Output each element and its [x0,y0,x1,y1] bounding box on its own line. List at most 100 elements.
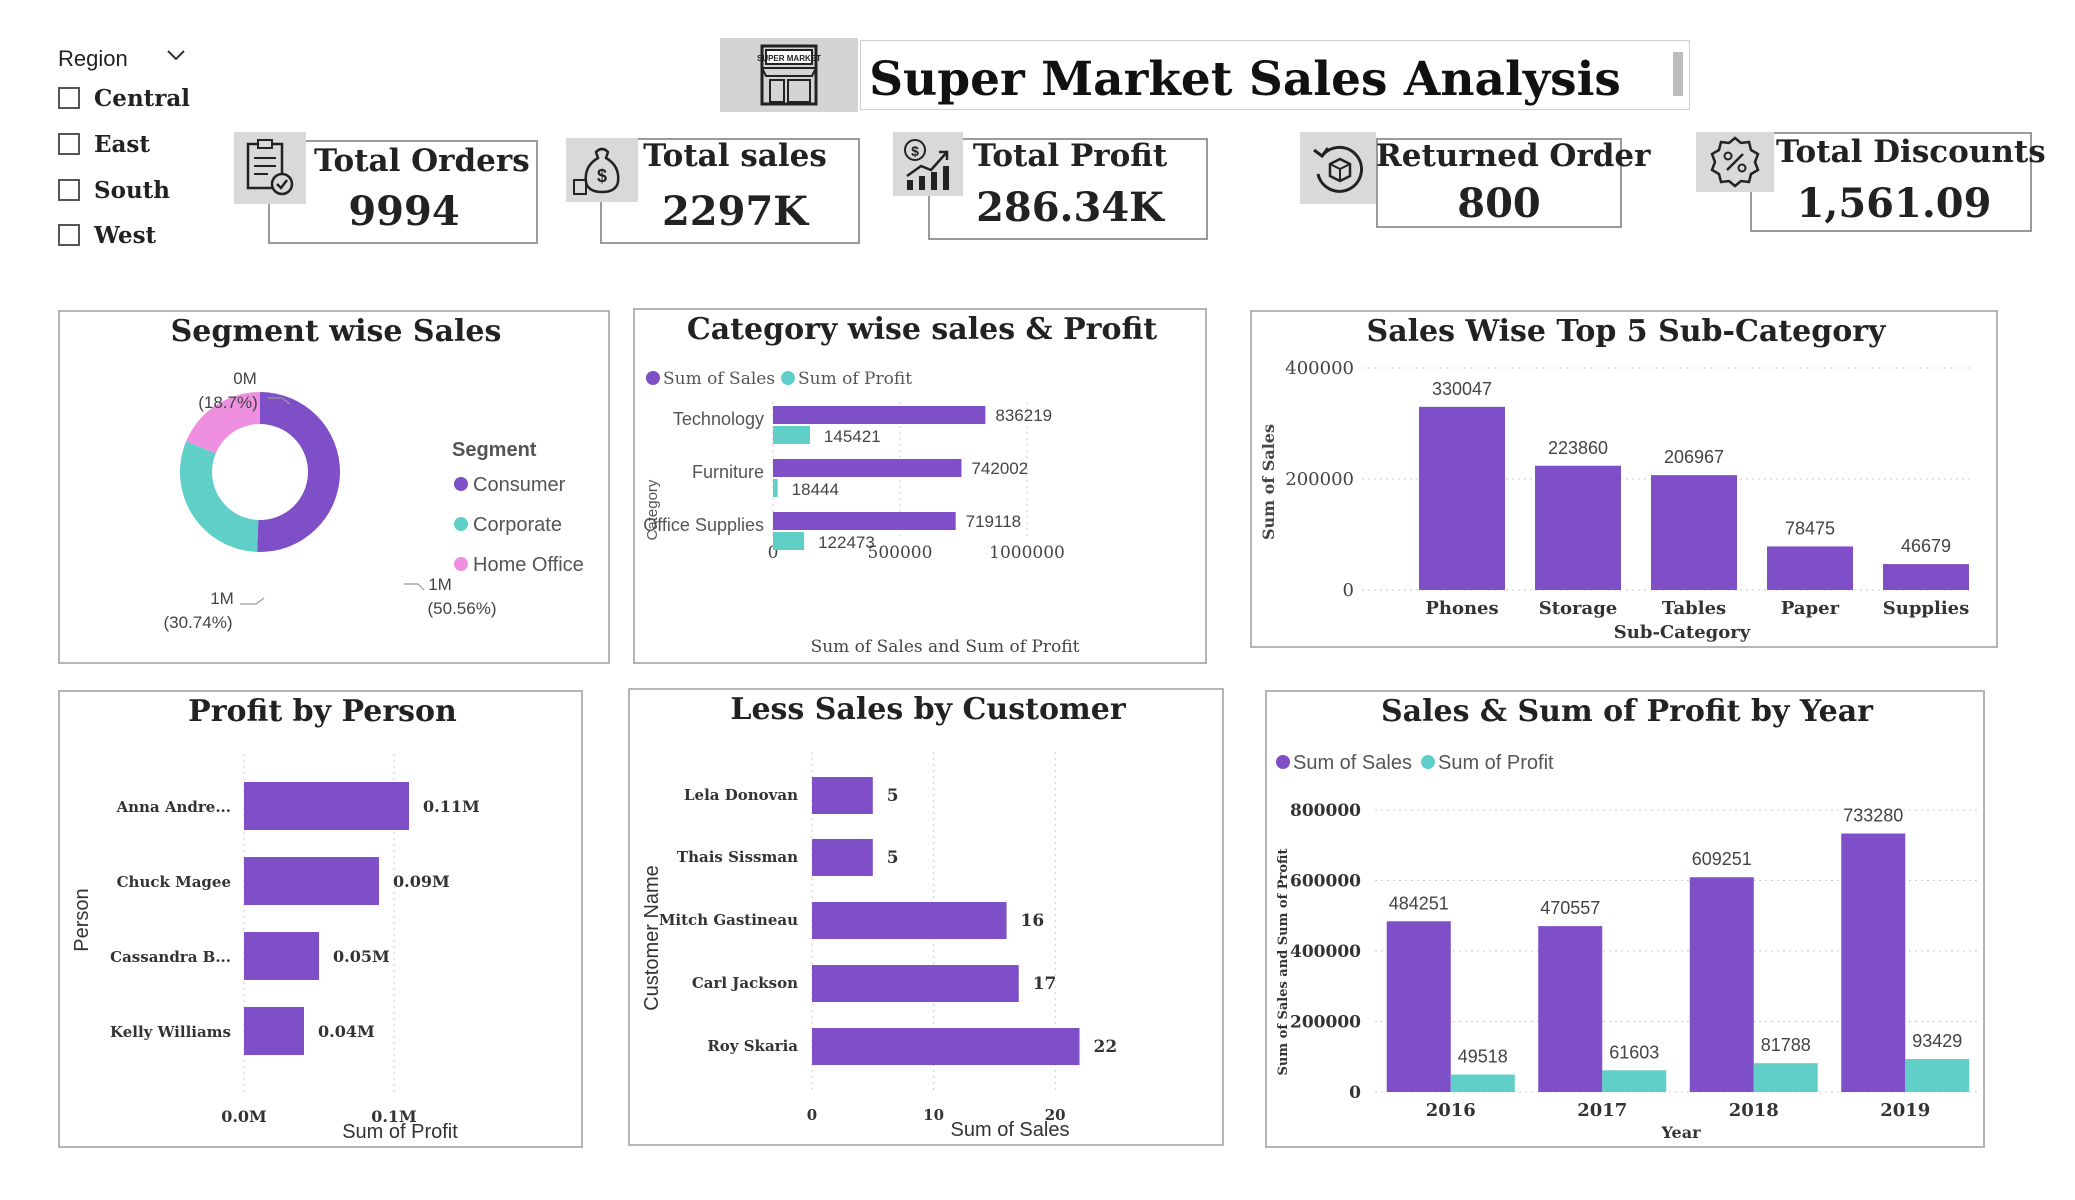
legend-marker [646,371,660,385]
svg-text:$: $ [911,143,919,159]
data-label: 0.05M [333,947,390,966]
kpi-card-total-profit [928,138,1208,240]
legend-item: Sum of Profit [1438,752,1554,774]
profit-bar [244,857,379,905]
category-label: Kelly Williams [110,1023,231,1041]
kpi-label: Returned Order [1376,138,1651,174]
data-label: 609251 [1692,849,1752,869]
data-label: 0.11M [423,797,480,816]
chart-title: Profit by Person [188,694,457,729]
slice-pct-label: (30.74%) [164,613,233,632]
slicer-item-east[interactable]: East [58,129,150,159]
money-bag-icon: $ [566,138,638,202]
segment-donut-chart: 0M (18.7%) 1M (50.56%) 1M (30.74%) Segme… [164,369,584,632]
data-label: 0.09M [393,872,450,891]
y-axis-label: Sum of Sales and Sum of Profit [1276,849,1291,1076]
return-box-icon [1300,132,1376,204]
less-sales-customer-chart: Customer Name Sum of Sales 0 10 20 Lela Don… [641,752,1118,1141]
donut-slices [180,392,340,552]
tick-label: 0 [807,1106,817,1124]
chart-title: Category wise sales & Profit [686,312,1158,347]
legend-marker [454,477,468,491]
sales-bar [1535,465,1621,590]
legend-marker [454,557,468,571]
tick-label: 0 [768,543,779,563]
sales-bar [812,839,873,876]
tick-label: 10 [923,1106,944,1124]
data-label: 836219 [995,406,1052,425]
profit-bar [1753,1063,1818,1092]
x-axis-label: Year [1660,1123,1701,1142]
tick-label: 500000 [868,543,933,563]
data-label: 206967 [1664,447,1724,467]
category-label: Supplies [1883,598,1970,619]
data-label: 17 [1033,974,1057,994]
category-label: 2018 [1729,1100,1779,1121]
checkbox[interactable] [58,133,80,155]
donut-slice [180,441,259,552]
category-label: Chuck Magee [117,873,231,891]
tick-label: 20 [1045,1106,1066,1124]
category-label: Cassandra B... [110,948,231,966]
sales-profit-year-panel: Sales & Sum of Profit by Year Sum of Sal… [1265,690,1985,1148]
x-axis-label: Sub-Category [1614,622,1751,643]
page-title: Super Market Sales Analysis [869,52,1621,107]
sales-bar [1538,926,1603,1092]
legend-marker [454,517,468,531]
data-label: 22 [1094,1037,1118,1057]
slicer-item-west[interactable]: West [58,220,156,250]
data-label: 719118 [966,512,1021,531]
leader-line [240,597,265,605]
data-label: 484251 [1389,893,1449,913]
legend-item: Sum of Sales [663,369,775,389]
kpi-card-total-orders [268,140,538,244]
svg-text:$: $ [597,166,607,186]
data-label: 49518 [1458,1047,1508,1067]
slicer-item-central[interactable]: Central [58,83,190,113]
tick-label: 800000 [1290,801,1361,821]
checkbox[interactable] [58,87,80,109]
chart-title: Sales Wise Top 5 Sub-Category [1366,314,1886,349]
kpi-card-total-sales [600,138,860,244]
category-label: Storage [1539,598,1618,619]
tick-label: 600000 [1290,872,1361,892]
sales-bar [1386,921,1451,1092]
data-label: 145421 [824,427,881,446]
sales-bar [773,406,986,424]
profit-bar [773,426,810,444]
data-label: 470557 [1540,898,1600,918]
checkbox[interactable] [58,179,80,201]
data-label: 733280 [1843,806,1903,826]
sales-bar [773,459,962,477]
slicer-item-label: West [94,221,157,249]
legend-item: Sum of Profit [798,369,912,389]
category-label: Carl Jackson [692,974,798,992]
x-axis-label: Sum of Sales and Sum of Profit [811,637,1080,657]
subcategory-chart-panel: Sales Wise Top 5 Sub-Category Sum of Sal… [1250,310,1998,648]
title-scrollbar[interactable] [1673,52,1683,96]
y-axis-label: Sum of Sales [1259,424,1278,540]
legend-marker [1421,755,1435,769]
category-label: Anna Andre... [115,798,231,816]
data-label: 5 [887,786,899,806]
sales-bar [812,777,873,814]
category-label: Thais Sissman [677,848,798,866]
tick-label: 0.1M [371,1107,417,1126]
kpi-value: 286.34K [976,184,1164,231]
chevron-down-icon[interactable] [165,44,187,66]
checkbox[interactable] [58,224,80,246]
legend-item: Corporate [473,514,562,536]
sales-bar [1841,833,1906,1092]
y-axis-label: Person [71,888,93,951]
category-label: Phones [1425,598,1498,619]
profit-bar [244,782,409,830]
slicer-item-south[interactable]: South [58,175,170,205]
profit-bar [1905,1059,1970,1092]
category-label: Paper [1781,598,1840,619]
slicer-item-label: Central [94,84,191,112]
data-label: 16 [1021,911,1045,931]
sales-bar [1651,475,1737,590]
chart-title: Less Sales by Customer [730,692,1126,727]
sales-bar [1689,877,1754,1092]
data-label: 78475 [1785,518,1835,538]
